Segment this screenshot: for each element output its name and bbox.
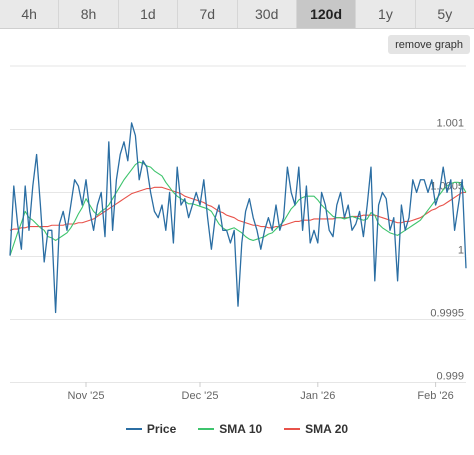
range-button-5y[interactable]: 5y: [415, 0, 474, 28]
chart-legend: Price SMA 10 SMA 20: [0, 418, 474, 440]
range-button-1y[interactable]: 1y: [356, 0, 416, 28]
chart-gridlines: [10, 65, 466, 387]
range-button-120d[interactable]: 120d: [296, 0, 357, 28]
legend-label-price: Price: [146, 422, 177, 436]
remove-graph-button[interactable]: remove graph: [388, 35, 470, 54]
x-axis-labels: Nov '25 Dec '25 Jan '26 Feb '26: [68, 390, 454, 402]
chart-series: [9, 122, 467, 314]
legend-item-price[interactable]: Price: [125, 422, 177, 436]
legend-swatch-price: [125, 428, 142, 430]
y-tick-label: 0.9995: [430, 308, 464, 320]
range-button-30d[interactable]: 30d: [237, 0, 297, 28]
y-tick-label: 1: [458, 245, 464, 257]
legend-swatch-sma20: [284, 428, 301, 430]
x-tick-label: Feb '26: [417, 390, 453, 402]
x-tick-label: Jan '26: [300, 390, 335, 402]
range-button-7d[interactable]: 7d: [178, 0, 238, 28]
legend-item-sma10[interactable]: SMA 10: [198, 422, 262, 436]
legend-label-sma10: SMA 10: [219, 422, 263, 436]
range-button-1d[interactable]: 1d: [118, 0, 179, 28]
x-tick-label: Dec '25: [182, 390, 219, 402]
time-range-selector: 4h 8h 1d 7d 30d 120d 1y 5y: [0, 0, 474, 29]
range-button-8h[interactable]: 8h: [59, 0, 119, 28]
x-tick-label: Nov '25: [68, 390, 105, 402]
sma10-line: [9, 161, 467, 256]
legend-item-sma20[interactable]: SMA 20: [284, 422, 348, 436]
price-line: [9, 122, 467, 314]
sma20-line: [9, 186, 466, 231]
legend-swatch-sma10: [198, 428, 215, 430]
y-tick-label: 1.001: [436, 118, 464, 130]
range-button-4h[interactable]: 4h: [0, 0, 60, 28]
legend-label-sma20: SMA 20: [305, 422, 349, 436]
y-tick-label: 0.999: [436, 371, 464, 383]
